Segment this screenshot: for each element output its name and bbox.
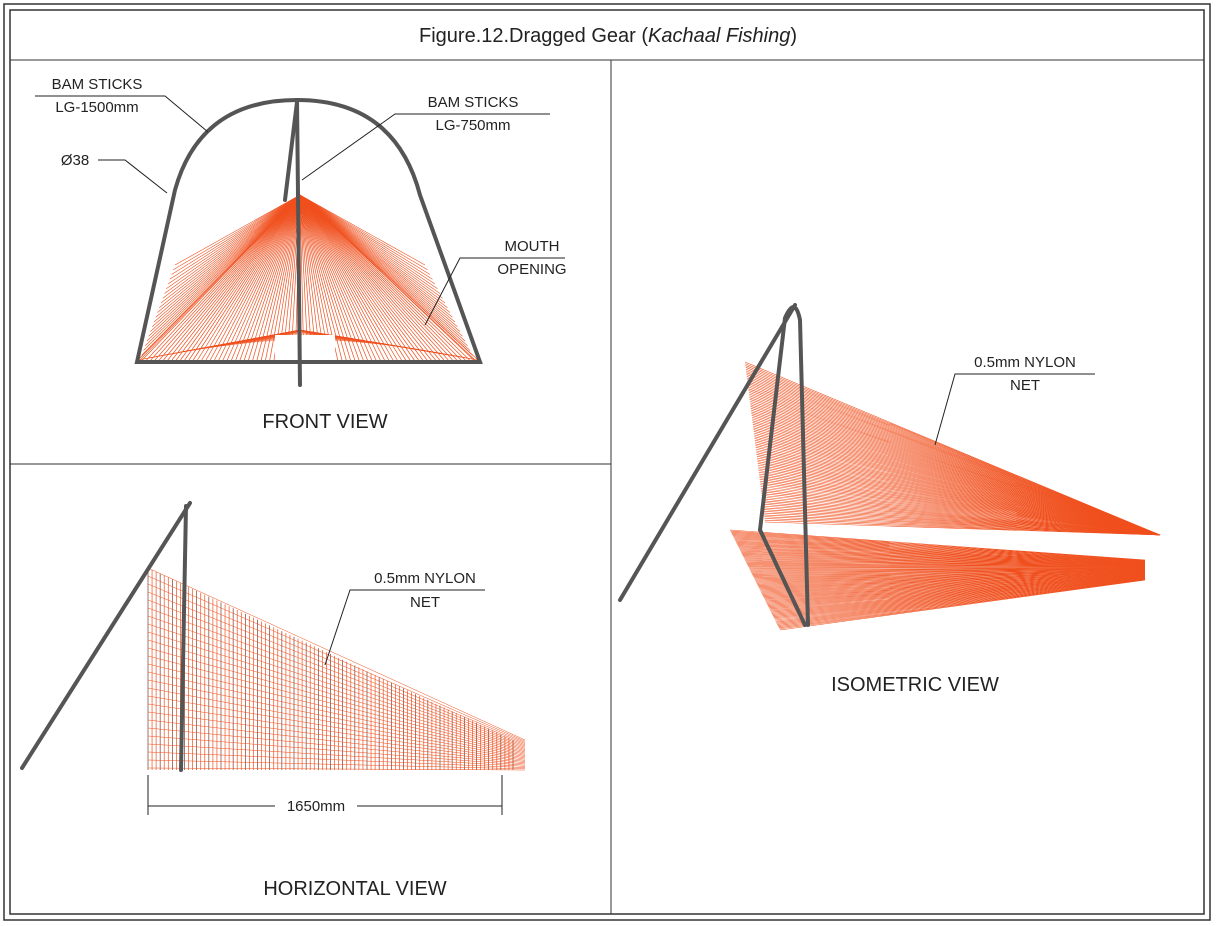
label: 0.5mm NYLON bbox=[974, 354, 1076, 371]
net-strand bbox=[166, 195, 300, 289]
net bbox=[730, 362, 1160, 630]
label: BAM STICKS bbox=[52, 76, 143, 93]
caption: ISOMETRIC VIEW bbox=[831, 674, 999, 696]
front-view: BAM STICKS LG-1500mm Ø38 BAM STICKS LG-7… bbox=[35, 76, 567, 433]
net-gap bbox=[275, 335, 335, 361]
label: MOUTH bbox=[505, 238, 560, 255]
net bbox=[148, 568, 525, 770]
caption: HORIZONTAL VIEW bbox=[263, 878, 446, 900]
title-suffix: ) bbox=[790, 25, 797, 47]
leader bbox=[98, 160, 167, 193]
label: 0.5mm NYLON bbox=[374, 570, 476, 587]
dimension-label: 1650mm bbox=[287, 798, 345, 815]
net-strand bbox=[149, 195, 300, 336]
frame bbox=[181, 506, 186, 770]
title-prefix: Figure.12.Dragged Gear ( bbox=[419, 25, 648, 47]
label: NET bbox=[1010, 377, 1040, 394]
net-strand bbox=[142, 195, 300, 355]
short-stick bbox=[285, 102, 297, 200]
label: BAM STICKS bbox=[428, 94, 519, 111]
title-italic: Kachaal Fishing bbox=[648, 25, 790, 47]
stick bbox=[22, 503, 190, 768]
label: NET bbox=[410, 594, 440, 611]
outer-border bbox=[4, 4, 1210, 920]
label: OPENING bbox=[497, 261, 566, 278]
net-strand bbox=[775, 578, 1145, 620]
net-strand bbox=[159, 195, 300, 308]
figure: Figure.12.Dragged Gear (Kachaal Fishing)… bbox=[0, 0, 1216, 926]
label: Ø38 bbox=[61, 152, 89, 169]
caption: FRONT VIEW bbox=[262, 411, 387, 433]
net-strand bbox=[300, 195, 453, 317]
title: Figure.12.Dragged Gear (Kachaal Fishing) bbox=[419, 25, 797, 47]
isometric-view: 0.5mm NYLON NET ISOMETRIC VIEW bbox=[620, 305, 1160, 696]
label: LG-750mm bbox=[435, 117, 510, 134]
inner-border bbox=[10, 10, 1204, 914]
leader bbox=[325, 590, 485, 665]
leader bbox=[302, 114, 550, 180]
horizontal-view: 0.5mm NYLON NET 1650mm HORIZONTAL VIEW bbox=[22, 503, 525, 900]
label: LG-1500mm bbox=[55, 99, 138, 116]
